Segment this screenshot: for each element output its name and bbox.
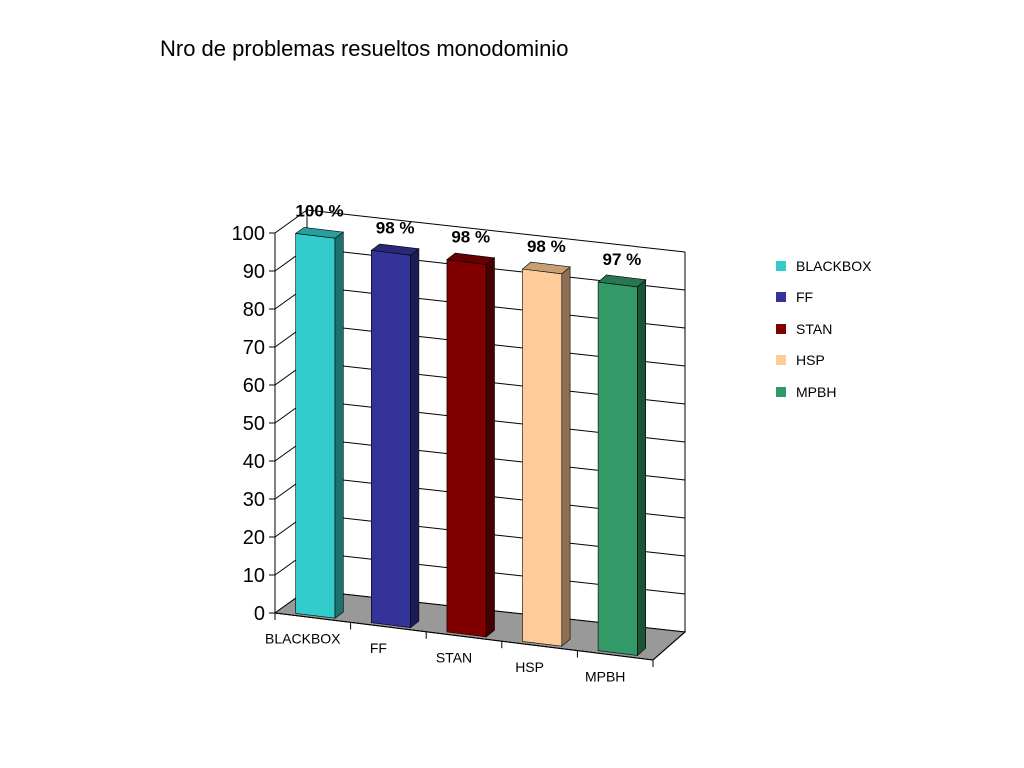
chart-legend: BLACKBOX FF STAN HSP MPBH	[776, 250, 871, 408]
y-tick-label: 100	[232, 223, 265, 245]
legend-label: STAN	[796, 320, 833, 337]
legend-item: FF	[776, 282, 871, 314]
bar-side-face	[410, 248, 420, 629]
data-label: 98 %	[376, 219, 415, 238]
data-label: 97 %	[603, 250, 642, 269]
legend-label: MPBH	[796, 383, 837, 400]
category-label: BLACKBOX	[265, 631, 341, 647]
y-tick-label: 70	[243, 337, 265, 359]
legend-item: MPBH	[776, 376, 871, 408]
bar-ff	[370, 243, 420, 629]
category-label: STAN	[436, 650, 472, 666]
bar-front-face	[446, 259, 487, 638]
data-label: 98 %	[527, 237, 566, 256]
bar-mpbh	[597, 274, 647, 657]
legend-swatch	[776, 386, 786, 397]
bar-top-face	[521, 261, 571, 275]
bar-front-face	[597, 281, 638, 656]
legend-label: FF	[796, 289, 814, 306]
y-tick-label: 20	[243, 527, 265, 549]
bar-front-face	[522, 268, 563, 647]
category-label: FF	[370, 640, 387, 656]
y-tick-label: 10	[243, 565, 265, 587]
y-tick-label: 90	[243, 261, 265, 283]
legend-label: BLACKBOX	[796, 257, 872, 274]
bar-side-face	[485, 257, 495, 638]
legend-item: BLACKBOX	[776, 250, 871, 282]
legend-swatch	[776, 292, 786, 303]
bar-blackbox	[294, 227, 345, 619]
bar-front-face	[370, 249, 411, 628]
y-tick-label: 40	[243, 451, 265, 473]
bar-top-face	[294, 227, 345, 239]
chart-title: Nro de problemas resueltos monodominio	[160, 36, 569, 61]
bar-top-face	[446, 252, 496, 265]
y-tick-label: 50	[243, 413, 265, 435]
bar-hsp	[521, 261, 571, 647]
bar-side-face	[561, 266, 571, 647]
y-tick-label: 80	[243, 299, 265, 321]
category-label: HSP	[515, 659, 544, 675]
floor-right-edge	[652, 631, 686, 661]
data-label: 100 %	[295, 202, 343, 221]
bar-top-face	[597, 274, 647, 288]
x-axis-line	[274, 612, 654, 661]
legend-label: HSP	[796, 352, 825, 369]
bar-stan	[446, 252, 496, 638]
y-axis-ticks: 0 10 20 30 40 50 60 70 80 90 100	[232, 223, 275, 625]
category-labels: BLACKBOX FF STAN HSP MPBH	[265, 631, 625, 685]
legend-swatch	[776, 260, 786, 271]
y-tick-label: 30	[243, 489, 265, 511]
data-label: 98 %	[451, 228, 490, 247]
bar-side-face	[637, 279, 647, 657]
y-tick-label: 60	[243, 375, 265, 397]
chart-bars	[294, 227, 647, 657]
bar-top-face	[370, 243, 420, 256]
bar-side-face	[334, 231, 344, 619]
legend-item: STAN	[776, 313, 871, 345]
bar-front-face	[295, 233, 336, 619]
legend-item: HSP	[776, 345, 871, 377]
legend-swatch	[776, 323, 786, 334]
category-label: MPBH	[585, 668, 625, 684]
legend-swatch	[776, 355, 786, 366]
data-labels: 100 % 98 % 98 % 98 % 97 %	[295, 202, 641, 269]
y-tick-label: 0	[254, 603, 265, 625]
